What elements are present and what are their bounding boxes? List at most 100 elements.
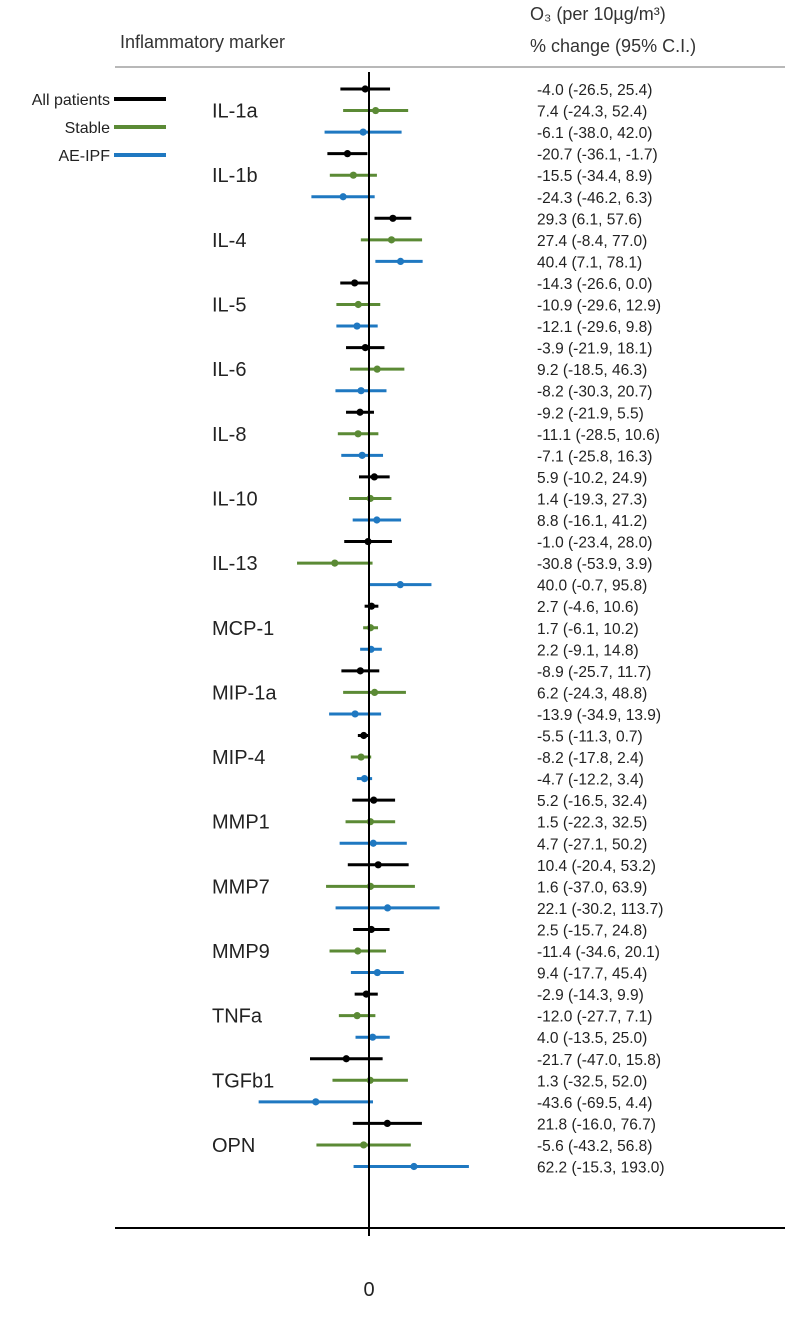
ci-value-label: 22.1 (-30.2, 113.7) [537,901,663,918]
ci-value-label: 10.4 (-20.4, 53.2) [537,858,656,875]
point-estimate [361,344,369,352]
ci-value-label: 8.8 (-16.1, 41.2) [537,513,647,530]
point-estimate [370,688,379,697]
marker-label: MIP-1a [212,682,277,704]
ci-value-label: -11.4 (-34.6, 20.1) [537,944,660,961]
point-estimate [342,1055,350,1063]
ci-value-label: 2.2 (-9.1, 14.8) [537,642,639,659]
point-estimate [373,516,381,524]
ci-value-label: 21.8 (-16.0, 76.7) [537,1116,656,1133]
marker-label: MMP9 [212,941,270,963]
ci-value-label: 2.7 (-4.6, 10.6) [537,599,639,616]
ci-value-label: 1.7 (-6.1, 10.2) [537,621,639,638]
marker-labels: IL-1a IL-1b IL-4 IL-5 IL-6 IL-8 IL-10 IL-13 MCP-… [212,101,277,1157]
point-estimate [360,775,369,783]
point-estimate [370,473,378,481]
ci-value-label: 1.3 (-32.5, 52.0) [537,1073,647,1090]
ci-value-label: 40.0 (-0.7, 95.8) [537,578,647,595]
ci-value-label: -9.2 (-21.9, 5.5) [537,405,644,422]
point-estimate [351,279,359,287]
ci-value-label: 1.6 (-37.0, 63.9) [537,879,647,896]
point-estimate [359,128,367,136]
ci-value-label: 6.2 (-24.3, 48.8) [537,685,647,702]
marker-label: IL-6 [212,359,246,381]
point-estimate [357,387,365,395]
ci-value-label: -13.9 (-34.9, 13.9) [537,707,661,724]
point-estimate [331,559,339,567]
marker-label: TNFa [212,1006,263,1028]
legend-label: Stable [65,120,110,137]
ci-value-label: 4.7 (-27.1, 50.2) [537,836,647,853]
ci-value-label: -8.2 (-17.8, 2.4) [537,750,644,767]
ci-value-label: -20.7 (-36.1, -1.7) [537,147,658,164]
interval-bars [258,85,469,1171]
marker-column-header: Inflammatory marker [120,32,285,52]
ci-value-label: 2.5 (-15.7, 24.8) [537,922,647,939]
ci-value-label: -11.1 (-28.5, 10.6) [537,427,660,444]
effect-header-line2: % change (95% C.I.) [530,36,696,56]
ci-value-label: -1.0 (-23.4, 28.0) [537,535,652,552]
point-estimate [373,365,381,373]
ci-value-label: 5.2 (-16.5, 32.4) [537,793,647,810]
point-estimate [372,106,380,115]
marker-label: OPN [212,1135,255,1157]
point-estimate [349,171,357,179]
marker-label: MCP-1 [212,618,274,640]
point-estimate [356,667,364,675]
point-estimate [366,1076,374,1084]
marker-label: TGFb1 [212,1070,274,1092]
ci-value-label: -43.6 (-69.5, 4.4) [537,1095,652,1112]
point-estimate [383,904,392,912]
point-estimate [369,1033,377,1041]
ci-value-label: 29.3 (6.1, 57.6) [537,211,642,228]
point-estimate [383,1119,391,1127]
ci-value-label: -7.1 (-25.8, 16.3) [537,448,652,465]
ci-value-label: -24.3 (-46.2, 6.3) [537,190,652,207]
point-estimate [396,581,404,589]
marker-label: IL-1b [212,165,258,187]
ci-value-label: 40.4 (7.1, 78.1) [537,254,642,271]
ci-value-label: 1.5 (-22.3, 32.5) [537,815,647,832]
ci-value-label: 62.2 (-15.3, 193.0) [537,1160,665,1177]
legend: All patients Stable AE-IPF [32,92,166,165]
ci-value-label: 5.9 (-10.2, 24.9) [537,470,647,487]
ci-value-label: -15.5 (-34.4, 8.9) [537,168,652,185]
marker-label: IL-10 [212,488,258,510]
ci-value-label: -5.6 (-43.2, 56.8) [537,1138,652,1155]
point-estimate [360,731,368,740]
ci-value-label: -3.9 (-21.9, 18.1) [537,341,652,358]
marker-label: MMP7 [212,876,270,898]
point-estimate [339,193,347,201]
point-estimate [410,1162,418,1171]
point-estimate [354,300,362,309]
ci-value-label: -30.8 (-53.9, 3.9) [537,556,652,573]
axes: 0 [115,72,785,1301]
ci-value-label: 9.4 (-17.7, 45.4) [537,966,647,983]
marker-label: MIP-4 [212,747,265,769]
ci-value-label: -21.7 (-47.0, 15.8) [537,1052,661,1069]
point-estimate [351,710,359,718]
ci-value-label: -8.2 (-30.3, 20.7) [537,384,652,401]
ci-value-label: -4.0 (-26.5, 25.4) [537,82,652,99]
point-estimate [396,257,405,265]
point-estimate [370,796,378,804]
ci-value-label: 9.2 (-18.5, 46.3) [537,362,647,379]
ci-value-label: -12.0 (-27.7, 7.1) [537,1009,652,1026]
marker-label: IL-4 [212,230,246,252]
point-estimate [366,494,374,503]
point-estimate [353,322,361,330]
ci-value-label: 4.0 (-13.5, 25.0) [537,1030,647,1047]
legend-label: AE-IPF [58,148,110,165]
ci-value-label: -4.7 (-12.2, 3.4) [537,772,644,789]
point-estimate [373,968,381,977]
point-estimate [354,430,362,438]
effect-header-line1: O₃ (per 10µg/m³) [530,4,666,24]
ci-value-label: 7.4 (-24.3, 52.4) [537,104,647,121]
point-estimate [357,753,365,761]
point-estimate [389,214,397,222]
legend-label: All patients [32,92,110,109]
point-estimate [312,1098,320,1106]
point-estimate [366,882,375,890]
ci-value-label: 1.4 (-19.3, 27.3) [537,491,647,508]
